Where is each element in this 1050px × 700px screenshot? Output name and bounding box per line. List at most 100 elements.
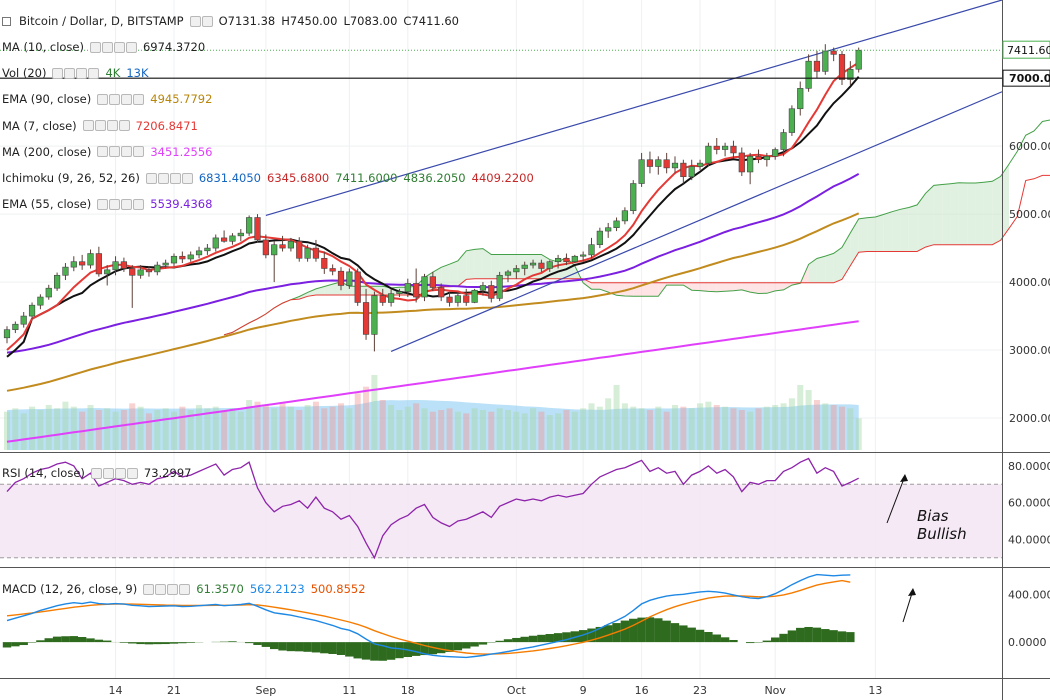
add-icon[interactable] <box>76 67 88 79</box>
settings-icon[interactable] <box>102 467 114 479</box>
indicator-controls[interactable] <box>82 120 130 132</box>
candle-body <box>696 162 704 167</box>
candle-body <box>279 244 286 249</box>
close-icon[interactable] <box>133 93 145 105</box>
ichimoku-cloud-segment <box>925 185 934 248</box>
candle-body <box>738 152 745 173</box>
close-icon[interactable] <box>179 583 191 595</box>
eye-icon[interactable] <box>52 67 64 79</box>
ichimoku-cloud-segment <box>307 288 316 297</box>
macd-arrow-head <box>908 588 916 596</box>
macd-histogram-bar <box>44 638 53 643</box>
volume-bar <box>12 408 19 450</box>
rsi-controls[interactable] <box>90 467 138 479</box>
settings-icon[interactable] <box>94 120 106 132</box>
close-icon[interactable] <box>118 120 130 132</box>
indicator-name: MA (7, close) <box>2 118 77 133</box>
price-tick-label: 6000.00 <box>1009 140 1050 153</box>
macd-histogram-bar <box>478 642 488 645</box>
eye-icon[interactable] <box>97 198 109 210</box>
candle-body <box>187 254 194 260</box>
eye-icon[interactable] <box>97 93 109 105</box>
indicator-value: 4K <box>105 66 121 81</box>
add-icon[interactable] <box>121 146 133 158</box>
eye-icon[interactable] <box>97 146 109 158</box>
close-icon[interactable] <box>133 198 145 210</box>
x-tick-label: 14 <box>109 684 123 697</box>
settings-icon[interactable] <box>101 41 113 53</box>
rsi-line <box>6 457 859 560</box>
macd-line <box>6 573 851 659</box>
ichimoku-cloud-segment <box>992 176 1001 245</box>
candle-body <box>621 210 628 222</box>
settings-icon[interactable] <box>157 172 169 184</box>
indicator-controls[interactable] <box>52 67 100 79</box>
candle-body <box>446 296 453 303</box>
macd-histogram-bar <box>537 634 546 643</box>
volume-bar <box>171 411 177 450</box>
candle-body <box>630 183 637 212</box>
symbol-controls[interactable] <box>189 15 213 27</box>
eye-icon[interactable] <box>189 15 201 27</box>
volume-bar <box>788 398 795 450</box>
add-icon[interactable] <box>113 41 125 53</box>
add-icon[interactable] <box>121 93 133 105</box>
macd-histogram-bar <box>762 640 772 643</box>
candle-body <box>95 253 102 275</box>
macd-histogram-bar <box>745 642 755 644</box>
candle-body <box>37 296 44 306</box>
indicator-controls[interactable] <box>97 198 145 210</box>
indicator-controls[interactable] <box>97 146 145 158</box>
settings-icon[interactable] <box>64 67 76 79</box>
ichimoku-cloud-segment <box>917 193 926 252</box>
candle-body <box>504 271 512 276</box>
add-icon[interactable] <box>106 120 118 132</box>
settings-icon[interactable] <box>109 198 121 210</box>
candle-body <box>588 244 595 256</box>
ichimoku-cloud-segment <box>942 183 951 245</box>
eye-icon[interactable] <box>143 583 155 595</box>
macd-histogram-bar <box>604 625 613 643</box>
close-icon[interactable] <box>88 67 100 79</box>
close-icon[interactable] <box>133 146 145 158</box>
candle-body <box>438 287 445 298</box>
indicator-value: 6831.4050 <box>198 171 262 185</box>
eye-icon[interactable] <box>90 467 102 479</box>
volume-bar <box>354 393 361 450</box>
rsi-arrow-line <box>886 475 906 524</box>
volume-bar <box>363 386 370 450</box>
add-icon[interactable] <box>121 198 133 210</box>
collapse-icon[interactable] <box>2 16 11 26</box>
eye-icon[interactable] <box>82 120 94 132</box>
volume-bar <box>655 406 662 450</box>
indicator-value: 4945.7792 <box>150 92 213 107</box>
volume-bar <box>229 408 236 450</box>
close-icon[interactable] <box>125 41 137 53</box>
eye-icon[interactable] <box>145 172 157 184</box>
volume-bar <box>488 411 495 450</box>
x-tick-label: 11 <box>342 684 356 697</box>
volume-bar <box>212 406 219 450</box>
candle-body <box>129 268 136 276</box>
indicator-controls[interactable] <box>145 172 193 184</box>
volume-bar <box>638 408 645 450</box>
add-icon[interactable] <box>167 583 179 595</box>
settings-icon[interactable] <box>155 583 167 595</box>
settings-icon[interactable] <box>109 146 121 158</box>
close-icon[interactable] <box>181 172 193 184</box>
eye-icon[interactable] <box>89 41 101 53</box>
volume-bar <box>513 411 520 450</box>
indicator-controls[interactable] <box>89 41 137 53</box>
settings-icon[interactable] <box>201 15 213 27</box>
indicator-controls[interactable] <box>97 93 145 105</box>
indicator-header: MA (200, close) 3451.2556 <box>2 143 213 161</box>
volume-bar <box>730 408 737 450</box>
add-icon[interactable] <box>114 467 126 479</box>
ichimoku-cloud-segment <box>967 183 976 245</box>
candle-body <box>813 60 821 72</box>
settings-icon[interactable] <box>109 93 121 105</box>
macd-controls[interactable] <box>143 583 191 595</box>
add-icon[interactable] <box>169 172 181 184</box>
close-icon[interactable] <box>126 467 138 479</box>
